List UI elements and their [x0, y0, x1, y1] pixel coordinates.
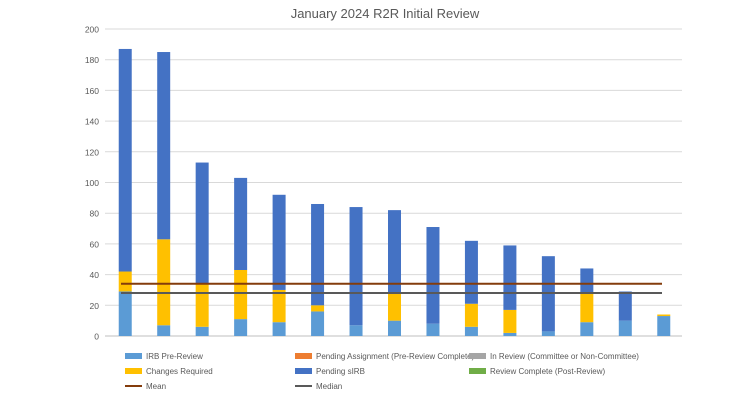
bar-segment [388, 293, 401, 321]
legend-label: Changes Required [146, 367, 213, 376]
bar-segment [618, 320, 632, 336]
y-tick-label: 20 [90, 301, 100, 311]
bar-segment [464, 240, 478, 304]
bar-segment [157, 325, 171, 336]
bar-segment [426, 227, 440, 324]
bar-segment [311, 305, 325, 312]
legend: IRB Pre-Review Pending Assignment (Pre-Re… [125, 352, 639, 391]
bar-segment [388, 210, 401, 294]
bar-segment [580, 322, 594, 336]
bar-segment [234, 269, 248, 320]
legend-swatch [295, 368, 312, 374]
bar-segment [464, 303, 478, 327]
y-tick-label: 120 [85, 147, 99, 157]
legend-label: Mean [146, 382, 166, 391]
y-tick-label: 180 [85, 55, 99, 65]
y-tick-label: 200 [85, 25, 99, 35]
reference-lines [121, 282, 662, 295]
legend-label: IRB Pre-Review [146, 352, 203, 361]
bar-segment [657, 314, 671, 317]
bar-segment [118, 271, 132, 292]
bar-segment [349, 207, 363, 326]
bar-segment [272, 322, 286, 336]
legend-label: Pending sIRB [316, 367, 365, 376]
bar-segment [657, 316, 671, 336]
bar-segment [272, 194, 286, 290]
y-tick-label: 40 [90, 270, 100, 280]
y-tick-label: 80 [90, 209, 100, 219]
y-tick-label: 60 [90, 239, 100, 249]
bars [118, 48, 671, 336]
legend-label: Review Complete (Post-Review) [490, 367, 605, 376]
bar-segment [580, 268, 594, 294]
legend-swatch [469, 353, 486, 359]
bar-segment [503, 245, 517, 310]
bar-segment [157, 52, 171, 240]
legend-swatch [125, 368, 142, 374]
bar-segment [118, 48, 132, 272]
bar-segment [195, 162, 209, 284]
legend-label: Pending Assignment (Pre-Review Complete) [316, 352, 475, 361]
y-axis-tick-labels: 0 20 40 60 80 100 120 140 160 180 200 [85, 25, 99, 342]
bar-segment [503, 309, 517, 333]
bar-segment [157, 239, 171, 326]
y-tick-label: 100 [85, 178, 99, 188]
bar-segment [388, 320, 401, 336]
bar-segment [234, 177, 248, 270]
bar-segment [541, 331, 555, 336]
legend-label: In Review (Committee or Non-Committee) [490, 352, 639, 361]
bar-segment [118, 291, 132, 336]
legend-swatch [295, 353, 312, 359]
bar-segment [311, 203, 325, 306]
bar-segment [234, 319, 248, 336]
bar-segment [464, 326, 478, 336]
chart-title: January 2024 R2R Initial Review [291, 6, 480, 21]
y-tick-label: 140 [85, 117, 99, 127]
bar-segment [272, 289, 286, 323]
legend-swatch [469, 368, 486, 374]
legend-label: Median [316, 382, 342, 391]
bar-segment [426, 323, 440, 336]
y-tick-label: 160 [85, 86, 99, 96]
bar-segment [349, 325, 363, 336]
bar-segment [503, 332, 517, 336]
legend-swatch [125, 353, 142, 359]
bar-segment [580, 293, 594, 323]
y-tick-label: 0 [94, 332, 99, 342]
bar-segment [618, 291, 632, 321]
bar-segment [311, 311, 325, 336]
bar-segment [195, 326, 209, 336]
bar-segment [195, 283, 209, 327]
